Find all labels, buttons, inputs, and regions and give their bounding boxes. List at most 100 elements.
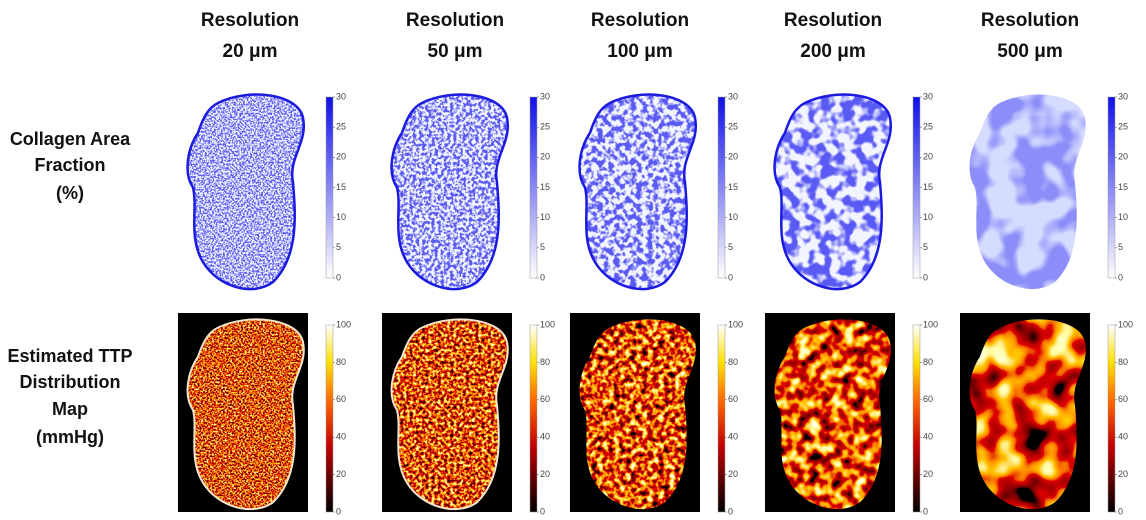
row-label: (%) xyxy=(56,183,84,203)
colorbar xyxy=(1108,97,1115,278)
colorbar-tick-label: 20 xyxy=(540,152,550,162)
colorbar-tick-label: 10 xyxy=(923,212,933,222)
colorbar-tick-label: 20 xyxy=(336,152,346,162)
colorbar-tick-label: 100 xyxy=(540,319,555,329)
colorbar-tick-label: 30 xyxy=(728,91,738,101)
colorbar-tick-label: 5 xyxy=(1118,242,1123,252)
colorbar-tick-label: 15 xyxy=(336,182,346,192)
map-image xyxy=(382,313,512,512)
colorbar xyxy=(913,325,920,512)
colorbar-tick-label: 5 xyxy=(336,242,341,252)
collagen-texture xyxy=(570,88,700,292)
colorbar-tick-label: 25 xyxy=(1118,122,1128,132)
row-label: Distribution xyxy=(20,372,121,392)
colorbar-tick-label: 10 xyxy=(540,212,550,222)
row-label: Fraction xyxy=(34,155,105,175)
colorbar-tick-label: 60 xyxy=(728,394,738,404)
colorbar-tick-label: 25 xyxy=(923,122,933,132)
colorbar-tick-label: 20 xyxy=(728,152,738,162)
colorbar-tick-label: 20 xyxy=(728,469,738,479)
colorbar-tick-label: 0 xyxy=(336,506,341,516)
row-label: Collagen Area xyxy=(10,129,131,149)
colorbar-tick-label: 0 xyxy=(923,506,928,516)
colorbar-tick-label: 20 xyxy=(336,469,346,479)
map-image xyxy=(382,88,512,292)
colorbar-tick-label: 0 xyxy=(728,506,733,516)
colorbar-tick-label: 30 xyxy=(336,91,346,101)
colorbar-tick-label: 100 xyxy=(923,319,938,329)
column-resolution: 50 μm xyxy=(428,41,483,62)
colorbar-tick-label: 40 xyxy=(540,432,550,442)
colorbar-tick-label: 0 xyxy=(540,272,545,282)
map-image xyxy=(570,88,700,292)
colorbar-tick-label: 60 xyxy=(1118,394,1128,404)
colorbar xyxy=(326,325,333,512)
colorbar xyxy=(326,97,333,278)
column-resolution: 100 μm xyxy=(607,41,673,62)
colorbar-tick-label: 0 xyxy=(728,272,733,282)
map-image xyxy=(960,313,1090,512)
colorbar xyxy=(530,325,537,512)
colorbar-tick-label: 25 xyxy=(728,122,738,132)
column-resolution: 500 μm xyxy=(997,41,1063,62)
colorbar-tick-label: 0 xyxy=(540,506,545,516)
row-label: Map xyxy=(52,399,88,419)
colorbar xyxy=(718,325,725,512)
map-image xyxy=(765,313,895,512)
colorbar-tick-label: 30 xyxy=(1118,91,1128,101)
colorbar xyxy=(913,97,920,278)
colorbar-tick-label: 25 xyxy=(540,122,550,132)
colorbar-tick-label: 10 xyxy=(1118,212,1128,222)
colorbar-tick-label: 80 xyxy=(336,357,346,367)
figure: Resolution 20 μm Resolution 50 μm Resolution… xyxy=(0,0,1146,520)
colorbar-tick-label: 5 xyxy=(923,242,928,252)
colorbar-tick-label: 40 xyxy=(336,432,346,442)
colorbar-tick-label: 15 xyxy=(540,182,550,192)
colorbar-tick-label: 5 xyxy=(728,242,733,252)
colorbar-tick-label: 80 xyxy=(540,357,550,367)
colorbar-tick-label: 40 xyxy=(923,432,933,442)
colorbar-tick-label: 15 xyxy=(728,182,738,192)
colorbar-tick-label: 0 xyxy=(1118,506,1123,516)
column-resolution: 200 μm xyxy=(800,41,866,62)
map-image xyxy=(960,88,1090,292)
colorbar-tick-label: 30 xyxy=(540,91,550,101)
colorbar-tick-label: 20 xyxy=(923,469,933,479)
column-title: Resolution xyxy=(784,10,882,31)
column-title: Resolution xyxy=(406,10,504,31)
colorbar-tick-label: 15 xyxy=(923,182,933,192)
colorbar-tick-label: 40 xyxy=(1118,432,1128,442)
colorbar-tick-label: 20 xyxy=(923,152,933,162)
map-image xyxy=(178,88,308,292)
column-title: Resolution xyxy=(591,10,689,31)
colorbar-tick-label: 0 xyxy=(923,272,928,282)
collagen-texture xyxy=(960,88,1090,292)
colorbar-tick-label: 30 xyxy=(923,91,933,101)
colorbar-tick-label: 60 xyxy=(923,394,933,404)
colorbar-tick-label: 0 xyxy=(1118,272,1123,282)
colorbar xyxy=(530,97,537,278)
colorbar-tick-label: 100 xyxy=(1118,319,1133,329)
row-label: Estimated TTP xyxy=(7,346,132,366)
map-image xyxy=(178,313,308,512)
colorbar-tick-label: 20 xyxy=(1118,469,1128,479)
colorbar-tick-label: 10 xyxy=(336,212,346,222)
colorbar-tick-label: 5 xyxy=(540,242,545,252)
colorbar-tick-label: 25 xyxy=(336,122,346,132)
map-image xyxy=(765,88,895,292)
colorbar-tick-label: 40 xyxy=(728,432,738,442)
colorbar-tick-label: 10 xyxy=(728,212,738,222)
colorbar-tick-label: 20 xyxy=(1118,152,1128,162)
collagen-texture xyxy=(382,88,512,292)
row-label: (mmHg) xyxy=(36,427,104,447)
colorbar-tick-label: 100 xyxy=(728,319,743,329)
colorbar-tick-label: 20 xyxy=(540,469,550,479)
colorbar-tick-label: 15 xyxy=(1118,182,1128,192)
colorbar xyxy=(718,97,725,278)
colorbar-tick-label: 0 xyxy=(336,272,341,282)
colorbar xyxy=(1108,325,1115,512)
column-resolution: 20 μm xyxy=(223,41,278,62)
column-title: Resolution xyxy=(201,10,299,31)
colorbar-tick-label: 80 xyxy=(728,357,738,367)
collagen-texture xyxy=(765,88,895,292)
